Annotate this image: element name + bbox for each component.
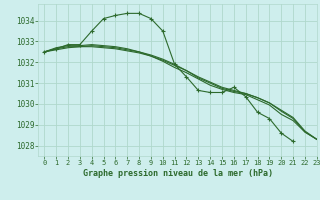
X-axis label: Graphe pression niveau de la mer (hPa): Graphe pression niveau de la mer (hPa) <box>83 169 273 178</box>
